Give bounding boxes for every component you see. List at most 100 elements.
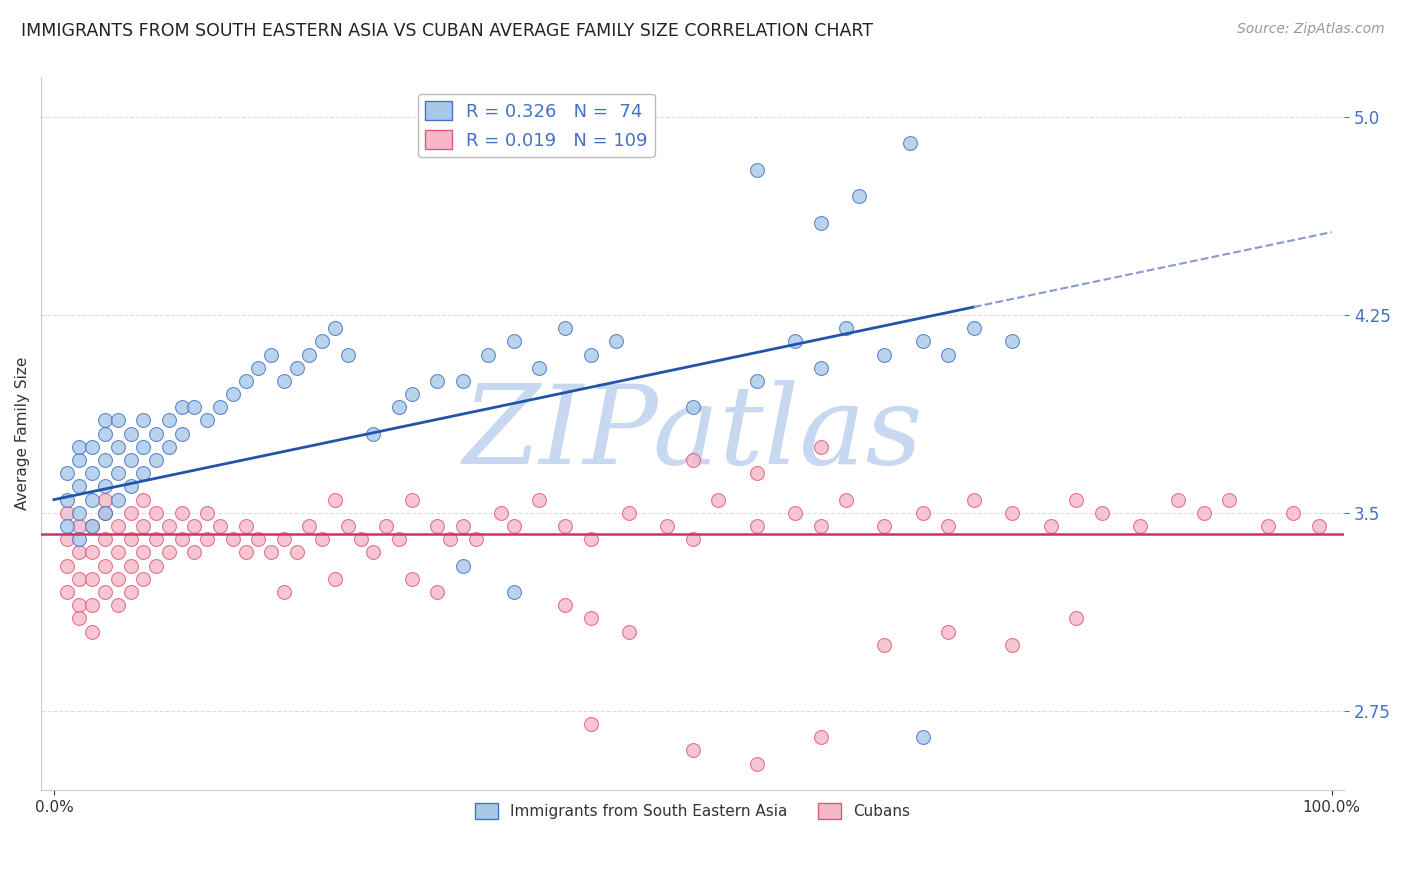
Point — [69, 598, 91, 612]
Point — [132, 440, 155, 454]
Point — [107, 413, 129, 427]
Point — [120, 585, 142, 599]
Point — [94, 413, 117, 427]
Point — [195, 533, 218, 547]
Legend: Immigrants from South Eastern Asia, Cubans: Immigrants from South Eastern Asia, Cuba… — [470, 797, 917, 825]
Point — [375, 519, 398, 533]
Point — [120, 533, 142, 547]
Y-axis label: Average Family Size: Average Family Size — [15, 357, 30, 510]
Point — [69, 506, 91, 520]
Point — [235, 545, 257, 559]
Point — [439, 533, 461, 547]
Point — [120, 479, 142, 493]
Point — [936, 347, 959, 361]
Point — [349, 533, 371, 547]
Point — [120, 506, 142, 520]
Point — [132, 413, 155, 427]
Point — [617, 624, 640, 639]
Point — [120, 558, 142, 573]
Point — [94, 426, 117, 441]
Point — [963, 492, 986, 507]
Text: ZIPatlas: ZIPatlas — [463, 380, 922, 487]
Point — [1091, 506, 1114, 520]
Point — [682, 743, 704, 757]
Point — [298, 347, 321, 361]
Point — [311, 533, 333, 547]
Point — [82, 519, 104, 533]
Point — [82, 624, 104, 639]
Point — [94, 558, 117, 573]
Point — [170, 426, 193, 441]
Point — [183, 545, 205, 559]
Point — [69, 611, 91, 625]
Point — [69, 572, 91, 586]
Point — [502, 334, 524, 349]
Point — [336, 519, 359, 533]
Point — [554, 598, 576, 612]
Point — [208, 519, 231, 533]
Point — [502, 519, 524, 533]
Point — [579, 717, 602, 731]
Point — [170, 506, 193, 520]
Point — [323, 492, 346, 507]
Point — [170, 533, 193, 547]
Point — [682, 533, 704, 547]
Point — [426, 374, 449, 388]
Point — [911, 730, 934, 744]
Point — [195, 506, 218, 520]
Point — [208, 401, 231, 415]
Point — [323, 572, 346, 586]
Point — [55, 519, 77, 533]
Point — [55, 492, 77, 507]
Point — [235, 374, 257, 388]
Text: IMMIGRANTS FROM SOUTH EASTERN ASIA VS CUBAN AVERAGE FAMILY SIZE CORRELATION CHAR: IMMIGRANTS FROM SOUTH EASTERN ASIA VS CU… — [21, 22, 873, 40]
Point — [145, 426, 167, 441]
Point — [222, 533, 245, 547]
Point — [1192, 506, 1215, 520]
Point — [94, 585, 117, 599]
Point — [94, 506, 117, 520]
Point — [1001, 638, 1024, 652]
Point — [82, 519, 104, 533]
Point — [1001, 334, 1024, 349]
Point — [1064, 492, 1087, 507]
Point — [247, 533, 270, 547]
Point — [170, 401, 193, 415]
Point — [260, 545, 283, 559]
Point — [873, 347, 896, 361]
Point — [55, 506, 77, 520]
Point — [311, 334, 333, 349]
Point — [132, 519, 155, 533]
Point — [579, 533, 602, 547]
Point — [107, 519, 129, 533]
Point — [1282, 506, 1305, 520]
Point — [451, 374, 474, 388]
Point — [55, 558, 77, 573]
Point — [107, 467, 129, 481]
Point — [260, 347, 283, 361]
Point — [363, 545, 385, 559]
Point — [273, 533, 295, 547]
Point — [1218, 492, 1240, 507]
Point — [810, 730, 832, 744]
Point — [363, 426, 385, 441]
Point — [69, 453, 91, 467]
Point — [388, 533, 411, 547]
Point — [911, 334, 934, 349]
Point — [94, 453, 117, 467]
Point — [1001, 506, 1024, 520]
Point — [745, 467, 768, 481]
Point — [157, 545, 180, 559]
Point — [554, 519, 576, 533]
Point — [82, 492, 104, 507]
Point — [273, 374, 295, 388]
Point — [657, 519, 679, 533]
Point — [873, 638, 896, 652]
Point — [107, 572, 129, 586]
Point — [69, 479, 91, 493]
Point — [451, 558, 474, 573]
Point — [554, 321, 576, 335]
Point — [745, 374, 768, 388]
Point — [579, 347, 602, 361]
Point — [145, 533, 167, 547]
